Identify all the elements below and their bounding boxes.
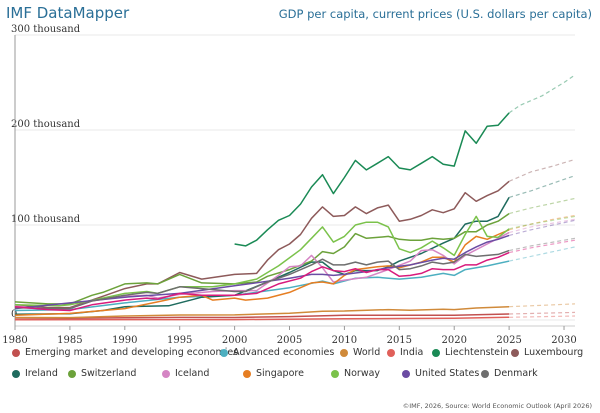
series-forecast-luxembourg[interactable] [508, 158, 576, 182]
series-forecast-singapore[interactable] [508, 214, 576, 231]
legend-marker [387, 348, 395, 357]
legend-item[interactable]: Iceland [162, 368, 209, 379]
legend-item[interactable]: Switzerland [68, 368, 136, 379]
y-tick-label: 300 thousand [11, 24, 81, 35]
legend-label: United States [415, 368, 480, 379]
legend-label: Luxembourg [524, 347, 584, 358]
legend-label: Ireland [25, 368, 58, 379]
legend-marker [432, 348, 440, 357]
legend-marker [162, 369, 170, 378]
x-tick-label: 2025 [496, 335, 521, 345]
x-tick-label: 1980 [2, 335, 27, 345]
legend-item[interactable]: World [340, 347, 380, 358]
x-tick-label: 2010 [332, 335, 357, 345]
legend-item[interactable]: India [387, 347, 423, 358]
legend-label: Emerging market and developing economies [25, 347, 239, 358]
series-forecast-united-states[interactable] [508, 219, 576, 236]
legend-marker [331, 369, 339, 378]
line-chart: 0 100 thousand 200 thousand 300 thousand 19… [2, 24, 577, 345]
series-lines [14, 74, 576, 321]
series-line-liechtenstein[interactable] [234, 112, 510, 247]
series-forecast-switzerland[interactable] [508, 197, 576, 215]
legend-label: Advanced economies [233, 347, 335, 358]
legend-item[interactable]: Singapore [243, 368, 304, 379]
x-tick-label: 2020 [441, 335, 466, 345]
legend-marker [481, 369, 489, 378]
legend-marker [340, 348, 348, 357]
series-forecast-advanced-economies[interactable] [508, 246, 576, 262]
legend-item[interactable]: Luxembourg [511, 347, 583, 358]
legend-item[interactable]: United States [402, 368, 479, 379]
legend-item[interactable]: Ireland [12, 368, 58, 379]
series-forecast-india[interactable] [509, 315, 576, 318]
series-line-netherlands[interactable] [14, 251, 510, 312]
legend-label: World [353, 347, 381, 358]
legend-label: Iceland [175, 368, 210, 379]
series-forecast-netherlands[interactable] [508, 239, 576, 254]
series-line-world[interactable] [14, 305, 510, 319]
series-forecast-liechtenstein[interactable] [508, 74, 576, 114]
series-forecast-world[interactable] [509, 303, 576, 308]
legend-label: Liechtenstein [445, 347, 509, 358]
x-tick-label: 1985 [57, 335, 82, 345]
legend-marker [220, 348, 228, 357]
series-line-singapore[interactable] [14, 229, 510, 317]
x-tick-label: 1990 [112, 335, 137, 345]
legend-marker [243, 369, 251, 378]
legend-item[interactable]: Advanced economies [220, 347, 334, 358]
source-footer: ©IMF, 2026, Source: World Economic Outlo… [402, 402, 592, 410]
y-tick-label: 200 thousand [11, 119, 81, 130]
x-tick-label: 2015 [387, 335, 412, 345]
y-tick-label: 0 [11, 309, 17, 320]
app-title: IMF DataMapper [6, 4, 130, 22]
chart-title: GDP per capita, current prices (U.S. dol… [278, 7, 592, 21]
x-axis: 1980 1985 1990 1995 2000 2005 2010 2015 2020 2025… [2, 35, 577, 345]
series-line-denmark[interactable] [14, 249, 510, 310]
legend-label: Singapore [256, 368, 304, 379]
series-line-norway[interactable] [14, 215, 510, 307]
legend-item[interactable]: Emerging market and developing economies [12, 347, 238, 358]
series-line-india[interactable] [14, 316, 510, 321]
y-axis: 0 100 thousand 200 thousand 300 thousand [11, 24, 81, 320]
series-line-united-states[interactable] [14, 234, 510, 310]
x-tick-label: 1995 [167, 335, 192, 345]
legend: Emerging market and developing economies… [0, 343, 600, 393]
legend-label: Switzerland [81, 368, 137, 379]
legend-item[interactable]: Norway [331, 368, 380, 379]
legend-marker [12, 348, 20, 357]
series-forecast-ireland[interactable] [508, 175, 576, 198]
legend-marker [511, 348, 519, 357]
y-tick-label: 100 thousand [11, 214, 81, 225]
legend-label: India [400, 347, 424, 358]
legend-item[interactable]: Liechtenstein [432, 347, 509, 358]
legend-marker [402, 369, 410, 378]
legend-marker [68, 369, 76, 378]
legend-marker [12, 369, 20, 378]
x-tick-label: 2005 [277, 335, 302, 345]
series-forecast-emerging-market-and-developing-economies[interactable] [509, 311, 576, 315]
series-forecast-iceland[interactable] [508, 218, 576, 234]
series-line-emerging-market-and-developing-economies[interactable] [14, 313, 510, 319]
legend-item[interactable]: Denmark [481, 368, 538, 379]
x-tick-label: 2030 [551, 335, 576, 345]
series-line-switzerland[interactable] [14, 212, 510, 305]
legend-label: Denmark [494, 368, 538, 379]
series-line-luxembourg[interactable] [14, 180, 510, 309]
x-tick-label: 2000 [222, 335, 247, 345]
legend-label: Norway [344, 368, 381, 379]
